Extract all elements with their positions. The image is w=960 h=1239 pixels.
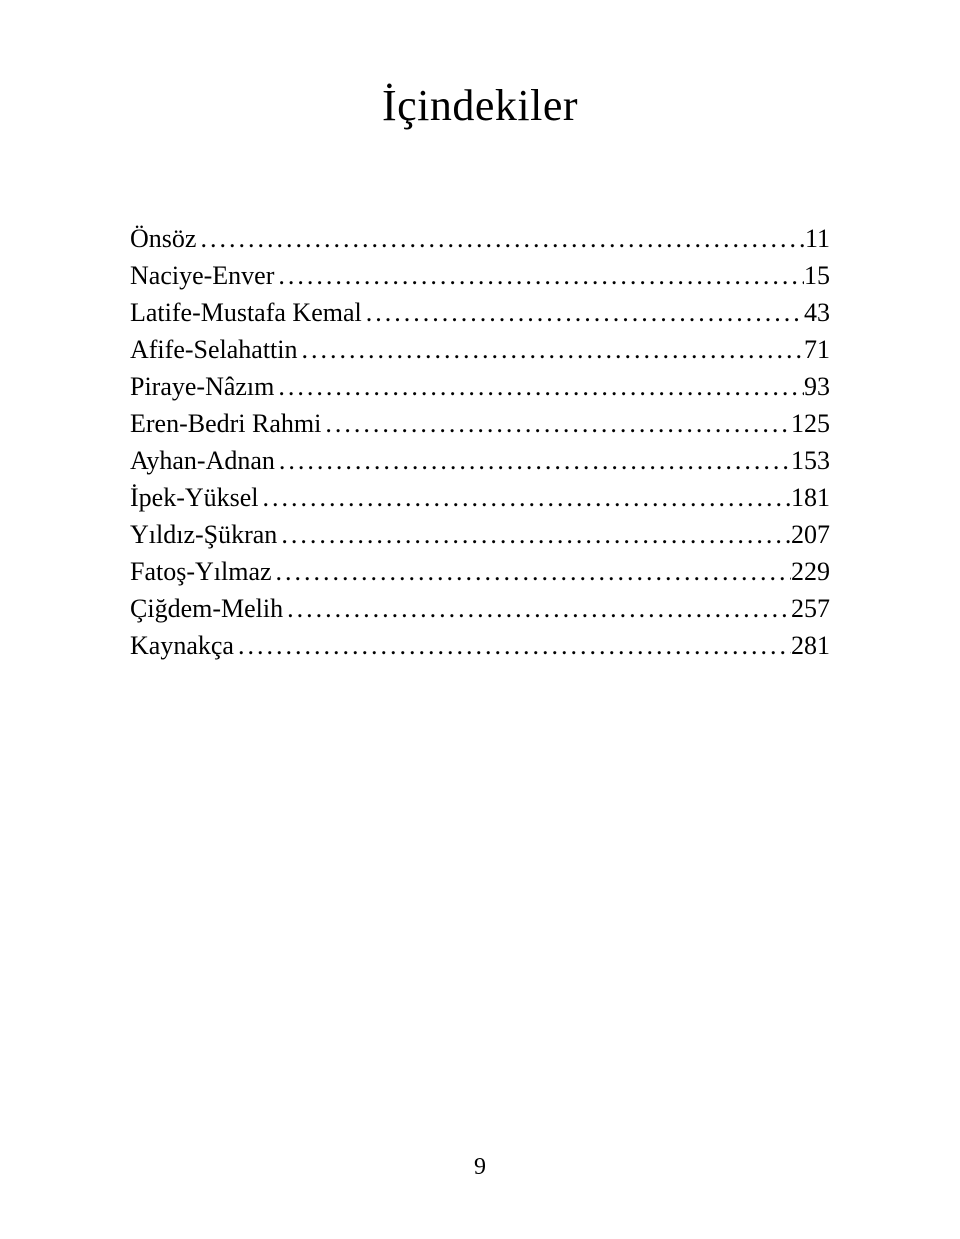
toc-entry-page: 43 — [804, 300, 830, 326]
toc-entry-page: 181 — [791, 485, 830, 511]
toc-entry-page: 229 — [791, 559, 830, 585]
page-number: 9 — [0, 1154, 960, 1181]
toc-entry: Önsöz 11 — [130, 226, 830, 252]
toc-list: Önsöz 11 Naciye-Enver 15 Latife-Mustafa … — [130, 226, 830, 659]
toc-dot-leader — [298, 337, 805, 363]
toc-dot-leader — [196, 226, 805, 252]
toc-entry-page: 15 — [804, 263, 830, 289]
toc-entry: İpek-Yüksel 181 — [130, 485, 830, 511]
toc-entry: Fatoş-Yılmaz 229 — [130, 559, 830, 585]
toc-dot-leader — [274, 263, 804, 289]
toc-dot-leader — [321, 411, 791, 437]
toc-entry-page: 125 — [791, 411, 830, 437]
toc-entry: Eren-Bedri Rahmi 125 — [130, 411, 830, 437]
toc-entry-label: Yıldız-Şükran — [130, 522, 277, 548]
toc-dot-leader — [275, 448, 791, 474]
toc-dot-leader — [283, 596, 791, 622]
toc-entry: Latife-Mustafa Kemal 43 — [130, 300, 830, 326]
toc-entry-page: 207 — [791, 522, 830, 548]
toc-dot-leader — [362, 300, 804, 326]
toc-entry: Ayhan-Adnan 153 — [130, 448, 830, 474]
toc-entry-label: Kaynakça — [130, 633, 234, 659]
toc-entry: Çiğdem-Melih 257 — [130, 596, 830, 622]
toc-entry-label: Naciye-Enver — [130, 263, 274, 289]
toc-entry-label: İpek-Yüksel — [130, 485, 259, 511]
toc-entry-label: Latife-Mustafa Kemal — [130, 300, 362, 326]
toc-entry-page: 153 — [791, 448, 830, 474]
toc-dot-leader — [277, 522, 791, 548]
toc-dot-leader — [272, 559, 791, 585]
toc-entry-page: 281 — [791, 633, 830, 659]
toc-dot-leader — [259, 485, 791, 511]
toc-dot-leader — [274, 374, 804, 400]
toc-entry-page: 93 — [804, 374, 830, 400]
toc-entry-page: 11 — [805, 226, 830, 252]
toc-entry: Naciye-Enver 15 — [130, 263, 830, 289]
toc-entry-label: Eren-Bedri Rahmi — [130, 411, 321, 437]
toc-entry: Piraye-Nâzım 93 — [130, 374, 830, 400]
toc-entry-label: Önsöz — [130, 226, 196, 252]
toc-entry-label: Çiğdem-Melih — [130, 596, 283, 622]
toc-entry: Yıldız-Şükran 207 — [130, 522, 830, 548]
toc-title: İçindekiler — [130, 80, 830, 131]
toc-entry-label: Fatoş-Yılmaz — [130, 559, 272, 585]
toc-dot-leader — [234, 633, 791, 659]
toc-entry: Kaynakça 281 — [130, 633, 830, 659]
toc-entry-page: 71 — [804, 337, 830, 363]
toc-entry-label: Piraye-Nâzım — [130, 374, 274, 400]
toc-entry-page: 257 — [791, 596, 830, 622]
toc-entry-label: Ayhan-Adnan — [130, 448, 275, 474]
toc-entry: Afife-Selahattin 71 — [130, 337, 830, 363]
toc-entry-label: Afife-Selahattin — [130, 337, 298, 363]
